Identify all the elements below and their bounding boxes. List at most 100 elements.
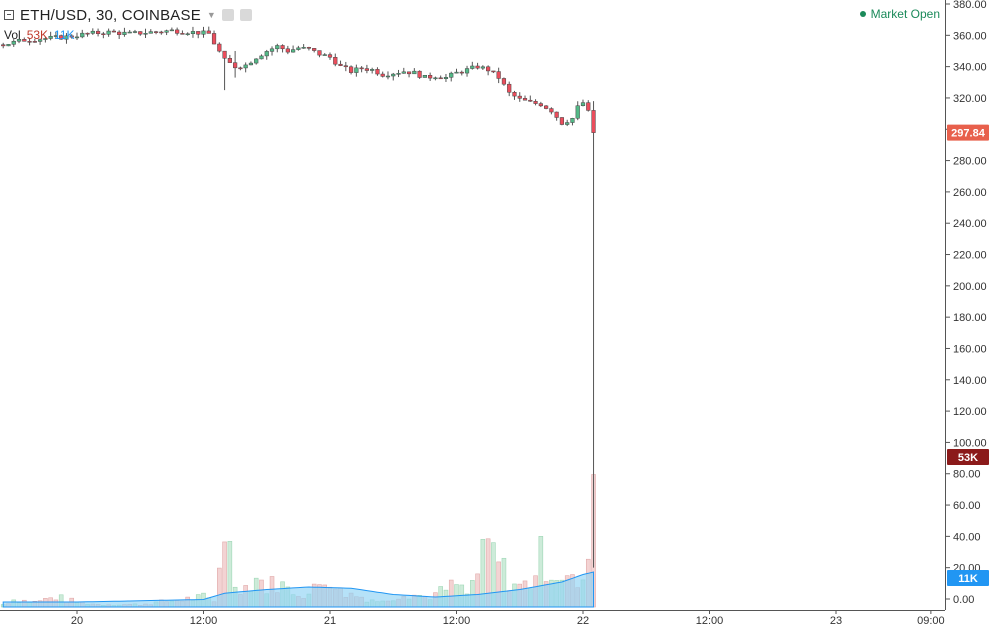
candle-body [69,35,74,38]
candle-body [64,35,69,40]
last-price-tag-bg [947,124,989,141]
candle-body [43,38,48,40]
candle-body [80,32,85,38]
candle-body [38,39,43,42]
candle-body [153,31,159,33]
candle-body [269,48,275,52]
candle-body [338,63,343,66]
candle-body [238,67,243,70]
x-tick-label: 09:00 [917,615,945,627]
candle-body [90,30,95,34]
symbol-title[interactable]: ETH/USD, 30, COINBASE [20,6,201,24]
volume-label: Vol [4,28,21,42]
candle-body [391,73,396,77]
candle-body [517,95,522,99]
candle-body [122,31,127,35]
market-status-label: Market Open [870,7,940,21]
candle-body [85,32,90,35]
candle-body [396,73,401,75]
candle-body [333,57,338,65]
volume-ma-tag: 11K [958,573,978,585]
y-tick-label: 360.00 [953,30,987,42]
candle-body [296,47,301,50]
y-tick-label: 100.00 [953,437,987,449]
candle-body [206,30,211,34]
x-tick-label: 20 [71,615,83,627]
candle-body [475,65,480,69]
candle-body [565,122,570,125]
status-dot-icon [859,11,866,17]
volume-ma-line [2,571,595,608]
candle-body [480,66,485,69]
candle-body [11,40,16,45]
candle-body [243,64,248,69]
candle-body [528,99,533,102]
candle-body [312,48,317,51]
candle-body [317,50,322,56]
y-tick-label: 120.00 [953,406,987,418]
candle-body [464,68,470,74]
candle-body [275,45,280,50]
candle-body [48,35,53,39]
candle-body [259,55,264,60]
candle-body [575,105,580,119]
x-tick-label: 12:00 [696,615,724,627]
candle-body [222,50,227,59]
candle-body [201,30,206,35]
price-axis[interactable]: 380.00360.00340.00320.00300.00280.00260.… [945,0,987,606]
candle-body [280,45,285,50]
candle-body [327,54,333,58]
volume-ma-value: 11K [54,28,75,42]
candle-body [106,30,111,35]
candle-body [501,78,507,85]
candle-body [148,31,153,34]
volume-tag: 53K [958,452,978,464]
volume-value: 53K [26,28,49,42]
plot-background [0,0,945,628]
collapse-icon[interactable] [4,10,14,20]
y-tick-label: 180.00 [953,312,987,324]
candle-body [185,33,190,35]
candle-body [412,70,417,75]
volume-legend[interactable]: Vol 53K 11K [4,28,75,42]
y-tick-label: 240.00 [953,218,987,230]
x-tick-label: 12:00 [190,615,218,627]
candle-body [538,103,543,107]
candle-body [354,67,359,73]
y-tick-label: 380.00 [953,0,987,11]
candle-body [285,48,290,53]
candle-body [27,41,32,43]
eye-icon[interactable] [221,9,234,21]
candle-body [385,75,391,78]
candle-body [127,31,132,34]
candle-body [301,47,306,49]
candle-body [169,29,174,32]
candle-body [591,110,596,133]
candle-body [438,77,443,80]
candlesticks [1,26,596,568]
last-price-tag: 297.84 [951,128,986,140]
candle-body [454,71,459,74]
candle-body [433,77,438,80]
x-tick-label: 12:00 [443,615,471,627]
time-axis[interactable]: 20 12:00 21 12:00 22 12:00 23 09:00 [71,610,945,627]
candle-body [449,72,454,78]
y-tick-label: 200.00 [953,281,987,293]
candle-body [175,29,180,34]
candle-body [306,47,312,49]
volume-ma-tag-bg [947,570,989,586]
settings-icon[interactable] [239,9,252,21]
candle-body [512,92,517,97]
candle-body [190,31,196,34]
chart-area [0,0,946,628]
candle-body [233,62,238,69]
candle-body [95,30,101,34]
candle-body [32,41,37,43]
symbol-header[interactable]: ETH/USD, 30, COINBASE ▼ [4,6,252,24]
y-tick-label: 0.00 [953,594,974,606]
candle-body [164,30,169,33]
candle-body [375,69,380,75]
candle-body [522,98,528,101]
chevron-down-icon[interactable]: ▼ [206,10,216,20]
